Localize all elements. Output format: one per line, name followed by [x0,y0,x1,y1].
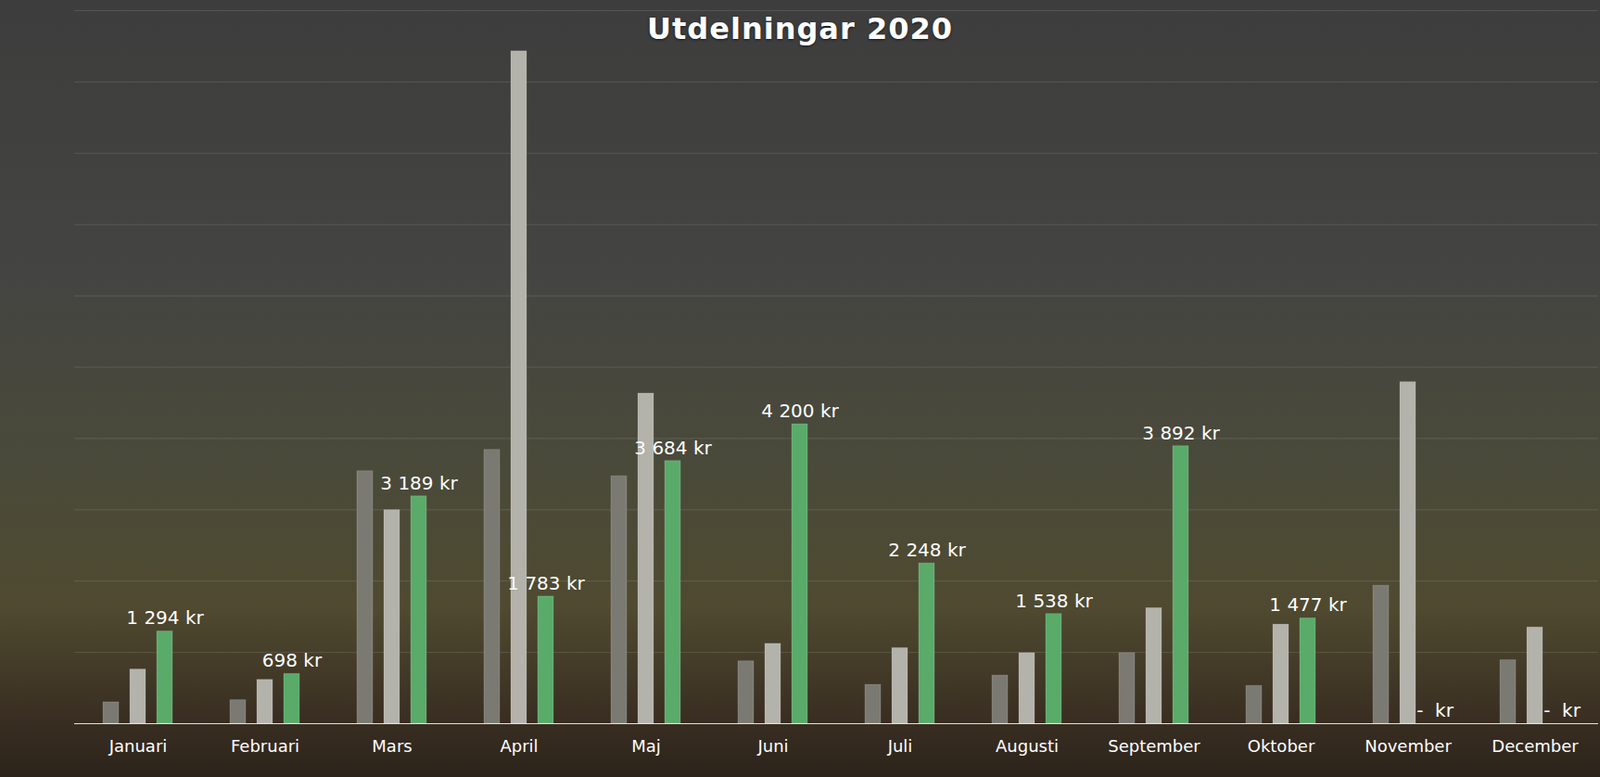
svg-text:2 248 kr: 2 248 kr [888,538,966,561]
svg-text:Oktober: Oktober [1247,736,1316,756]
svg-text:- kr: - kr [1416,698,1455,722]
svg-text:3 684 kr: 3 684 kr [634,436,712,459]
svg-text:Februari: Februari [230,736,300,756]
svg-text:4 200 kr: 4 200 kr [761,399,839,422]
svg-text:Juni: Juni [756,736,788,756]
svg-text:1 783 kr: 1 783 kr [507,571,585,595]
svg-text:1 538 kr: 1 538 kr [1015,589,1093,612]
svg-text:Maj: Maj [631,736,661,756]
svg-text:Augusti: Augusti [995,736,1059,756]
svg-text:April: April [499,736,538,756]
svg-text:November: November [1364,736,1452,756]
svg-text:3 892 kr: 3 892 kr [1142,421,1220,445]
svg-text:Januari: Januari [108,736,168,756]
svg-text:1 294 kr: 1 294 kr [126,606,204,629]
svg-text:December: December [1491,736,1579,756]
html-text:Utdelningar 2020: Utdelningar 2020 [647,11,953,47]
svg-text:Mars: Mars [371,736,412,756]
svg-text:September: September [1107,736,1201,756]
svg-text:1 477 kr: 1 477 kr [1269,593,1347,616]
svg-text:3 189 kr: 3 189 kr [380,471,458,495]
svg-text:Juli: Juli [887,736,914,756]
svg-text:698 kr: 698 kr [262,648,323,672]
svg-text:- kr: - kr [1543,698,1582,722]
